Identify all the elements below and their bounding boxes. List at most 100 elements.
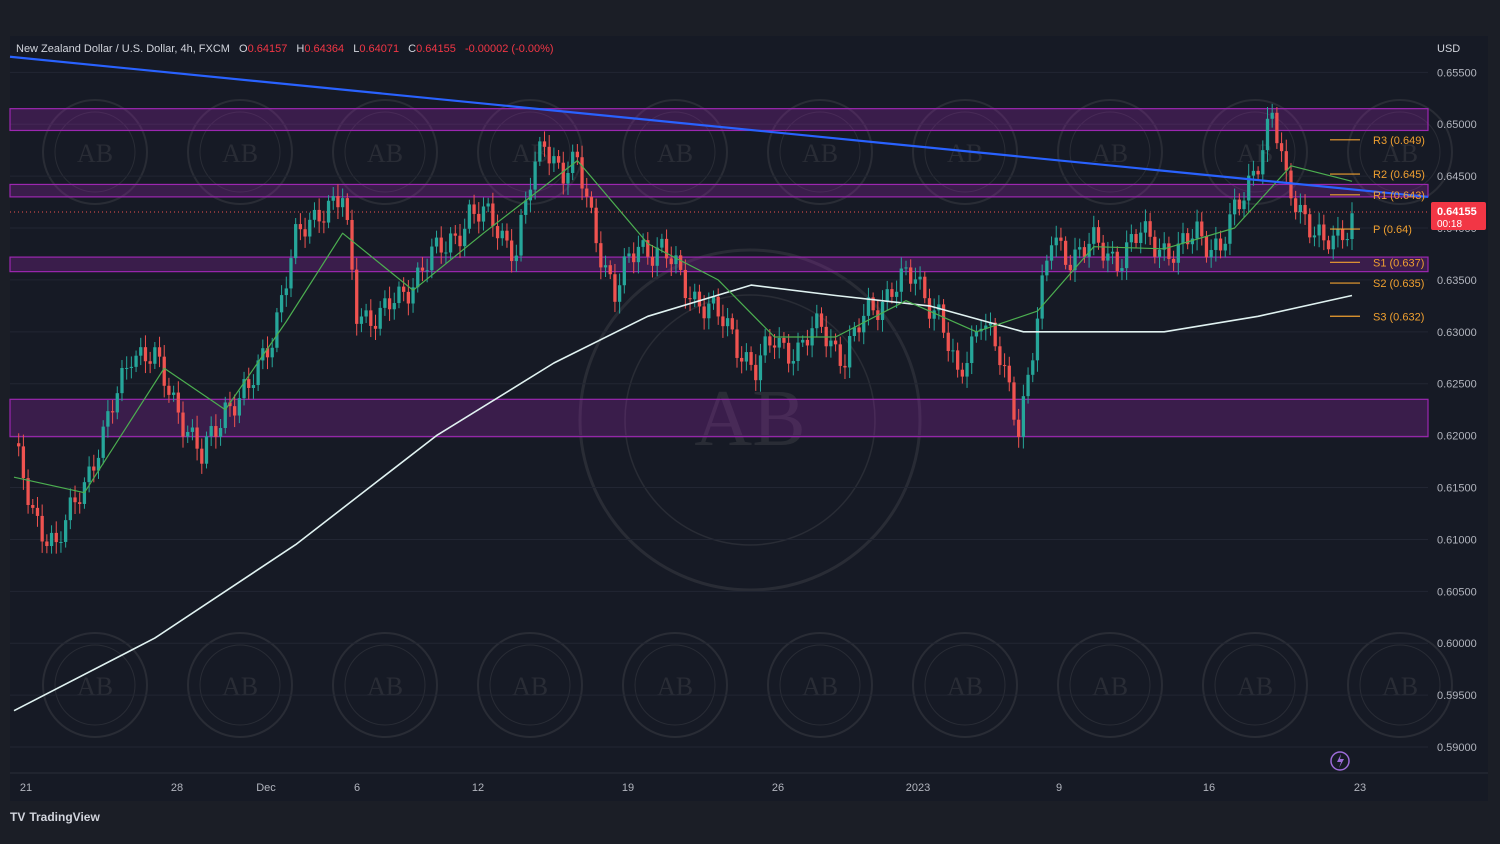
candle-body: [139, 347, 143, 356]
watermark-seal: [187, 632, 293, 738]
y-tick-label: 0.64500: [1437, 171, 1477, 183]
candle-body: [575, 151, 580, 158]
candle-body: [984, 325, 988, 329]
watermark-seal-inner: [1359, 644, 1441, 726]
candle-body: [402, 286, 406, 292]
candle-body: [26, 478, 30, 506]
candle-body: [1153, 236, 1157, 257]
candle-body: [1049, 245, 1054, 261]
candle-body: [1279, 143, 1284, 152]
y-tick-label: 0.61500: [1437, 483, 1477, 495]
candle-body: [106, 411, 110, 427]
watermark-text: AB: [512, 139, 548, 168]
candle-body: [92, 466, 96, 471]
candle-body: [495, 226, 500, 239]
watermark-seal-inner: [1069, 644, 1151, 726]
candle-body: [1054, 237, 1058, 246]
candle-body: [420, 267, 425, 271]
candle-body: [1195, 221, 1199, 239]
candle-body: [463, 228, 467, 247]
candle-body: [322, 221, 326, 223]
candle-body: [369, 310, 373, 326]
y-tick-label: 0.60500: [1437, 586, 1477, 598]
candle-body: [815, 313, 819, 329]
candle-body: [298, 224, 303, 230]
high-label: H: [296, 43, 305, 55]
tradingview-logo[interactable]: TV TradingView: [10, 810, 100, 824]
candle-body: [519, 214, 523, 256]
candle-body: [157, 347, 162, 357]
candle-body: [251, 385, 256, 388]
candle-body: [425, 270, 429, 272]
watermark-seal-inner: [199, 111, 281, 193]
candle-body: [397, 286, 401, 304]
candle-body: [786, 342, 791, 364]
candle-body: [721, 316, 725, 327]
candle-body: [486, 203, 490, 207]
candle-body: [1045, 260, 1049, 276]
candle-body: [279, 295, 284, 313]
candle-body: [1110, 251, 1115, 254]
watermark-text: AB: [222, 672, 258, 701]
watermark-text: AB: [512, 672, 548, 701]
pivot-label: P (0.64): [1373, 224, 1412, 236]
candle-body: [866, 297, 871, 316]
watermark-seal: [1202, 99, 1308, 205]
candle-body: [1294, 198, 1298, 213]
candle-body: [1265, 118, 1270, 151]
candle-body: [242, 379, 246, 399]
candle-body: [214, 426, 218, 437]
candle-body: [1087, 243, 1091, 257]
candle-body: [1237, 199, 1241, 210]
candle-body: [326, 200, 331, 223]
candle-body: [453, 233, 457, 236]
candle-body: [87, 466, 91, 483]
lightning-glyph: [1337, 754, 1344, 768]
candle-body: [589, 196, 594, 208]
candle-body: [458, 235, 462, 247]
candle-body: [1214, 238, 1218, 250]
candle-body: [228, 402, 232, 407]
candle-body: [247, 379, 251, 388]
candle-body: [552, 156, 556, 164]
candle-body: [782, 337, 786, 343]
lightning-icon[interactable]: [1330, 751, 1350, 771]
candle-body: [171, 392, 176, 395]
watermark-text: AB: [1382, 139, 1418, 168]
candle-body: [256, 360, 260, 386]
watermark-seal-inner: [54, 111, 136, 193]
watermark-text: AB: [657, 672, 693, 701]
candle-body: [40, 515, 44, 542]
candle-body: [725, 318, 730, 327]
candle-body: [1308, 214, 1312, 238]
watermark-seal: [622, 99, 728, 205]
watermark-text: AB: [802, 139, 838, 168]
candle-body: [1171, 258, 1176, 263]
candle-body: [735, 329, 739, 358]
candle-body: [49, 532, 54, 547]
candle-body: [359, 316, 364, 324]
candle-body: [927, 298, 932, 319]
watermark-seal: [912, 99, 1018, 205]
candle-body: [1345, 239, 1349, 241]
watermark-seal: [332, 99, 438, 205]
candle-body: [716, 296, 720, 317]
candle-body: [444, 252, 448, 254]
candle-body: [904, 267, 908, 269]
candle-body: [1063, 240, 1068, 265]
candle-body: [585, 188, 589, 197]
candle-body: [317, 209, 321, 222]
high-value: 0.64364: [304, 43, 345, 55]
candle-body: [838, 344, 842, 366]
pivot-label: S3 (0.632): [1373, 311, 1424, 323]
close-label: C: [408, 43, 417, 55]
candle-body: [54, 532, 58, 543]
candle-body: [336, 196, 340, 208]
candle-body: [880, 301, 885, 321]
candle-body: [1322, 224, 1326, 241]
candle-body: [1012, 382, 1016, 420]
candle-body: [1242, 200, 1246, 210]
candle-body: [406, 291, 411, 304]
watermark-seal-inner: [634, 111, 716, 193]
